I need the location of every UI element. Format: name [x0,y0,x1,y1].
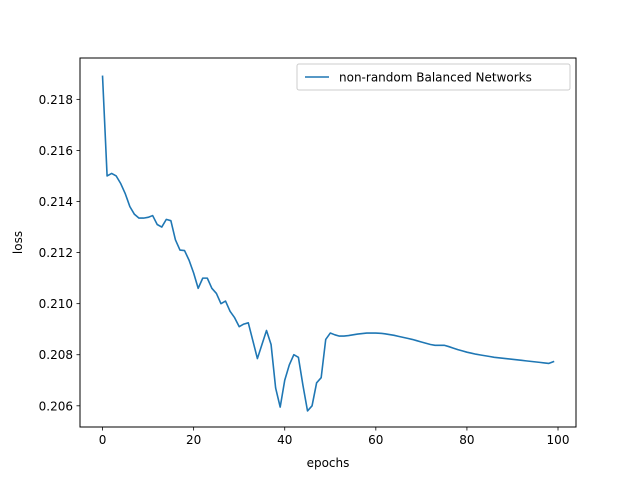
x-tick-label: 60 [368,433,383,447]
y-tick-label: 0.206 [39,399,73,413]
series-line [101,75,555,412]
series-layer [101,75,555,412]
legend: non-random Balanced Networks [296,63,571,91]
plot-area: 0 20 40 60 80 100 0.2060.2080.2100.2120.2140.… [39,57,577,447]
plot-frame [79,57,577,428]
legend-entry-label: non-random Balanced Networks [339,71,532,85]
x-tick-label: 80 [459,433,474,447]
x-axis-label: epochs [307,456,350,470]
x-tick-label: 0 [99,433,107,447]
y-tick-label: 0.218 [39,93,73,107]
x-tick-label: 100 [547,433,570,447]
y-tick-label: 0.212 [39,246,73,260]
y-tick-label: 0.216 [39,144,73,158]
y-tick-label: 0.214 [39,195,73,209]
y-axis-label: loss [11,231,25,254]
y-tick-label: 0.208 [39,348,73,362]
y-tick-label: 0.210 [39,297,73,311]
y-axis: 0.206 0.208 0.210 0.212 0.214 0.216 0.218 [39,93,80,413]
x-tick-label: 40 [277,433,292,447]
x-axis: 0 20 40 60 80 100 [99,427,570,447]
x-tick-label: 20 [186,433,201,447]
legend-box [296,63,571,91]
